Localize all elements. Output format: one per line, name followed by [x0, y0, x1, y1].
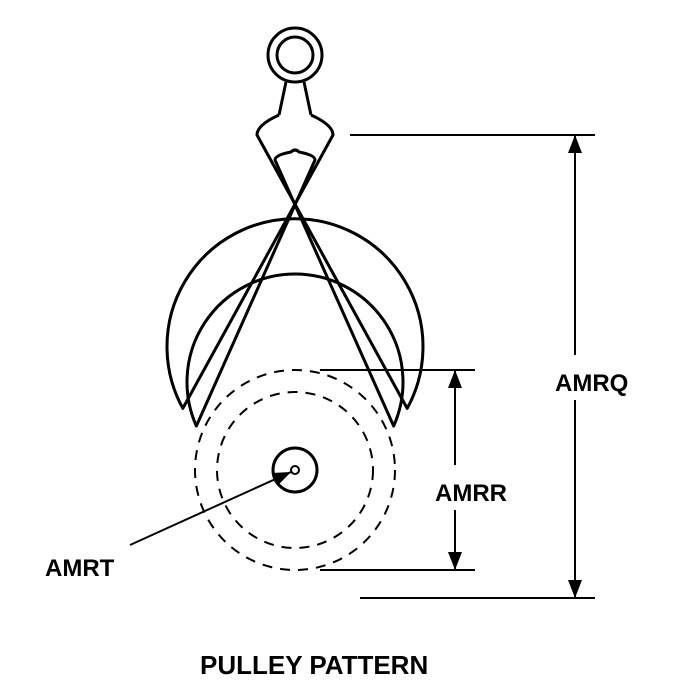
label-amrq: AMRQ	[555, 370, 628, 398]
diagram-caption: PULLEY PATTERN	[200, 650, 428, 681]
label-amrt: AMRT	[45, 555, 114, 583]
label-amrr: AMRR	[435, 480, 507, 508]
